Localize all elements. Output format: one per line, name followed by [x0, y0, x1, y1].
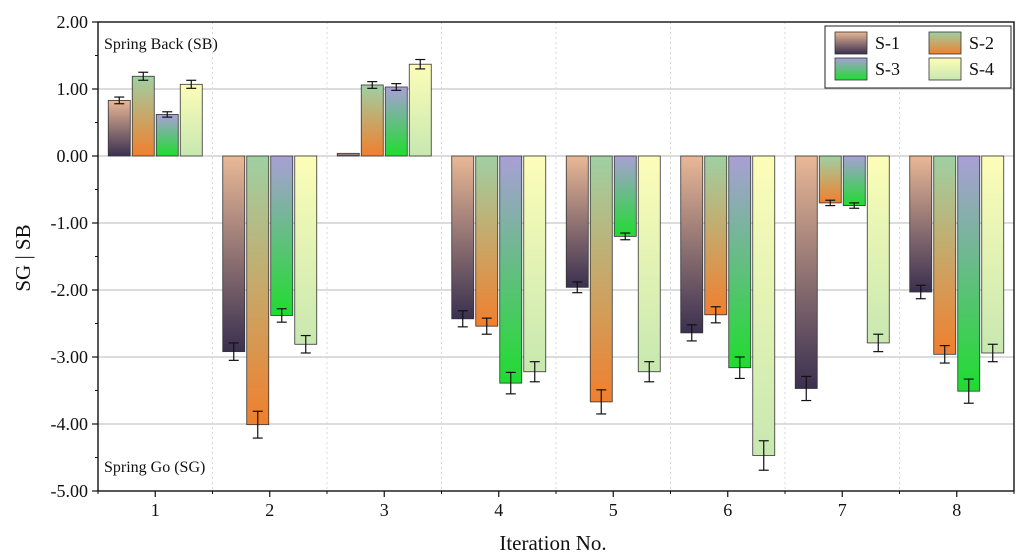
y-tick-label: 2.00: [57, 12, 89, 32]
bar-S-3-8: [957, 155, 981, 392]
y-axis-title: SG | SB: [11, 224, 35, 291]
y-tick-label: -5.00: [51, 481, 89, 501]
y-tick-label: -4.00: [51, 414, 89, 434]
legend-swatch-S-2: [928, 31, 962, 55]
y-tick-label: -1.00: [51, 213, 89, 233]
error-bar-S-4-5: [644, 361, 655, 383]
error-bar-S-2-1: [138, 71, 149, 81]
error-bar-S-1-6: [686, 324, 697, 342]
legend-swatch-S-4: [928, 57, 962, 81]
error-bar-S-2-6: [710, 306, 721, 324]
error-bar-S-2-4: [481, 317, 492, 335]
axes: 2.00 1.00 0.00 -1.00 -2.00 -3.00 -4.00 -5.00 1 2 3…: [51, 12, 1015, 520]
error-bar-S-2-2: [252, 410, 263, 439]
bars: [107, 58, 1005, 471]
error-bar-S-1-1: [114, 96, 125, 105]
error-bar-S-2-3: [367, 81, 378, 89]
annotation-top: Spring Back (SB): [104, 36, 218, 53]
bar-S-4-1: [179, 83, 203, 157]
bar-S-4-3: [408, 63, 432, 157]
y-tick-label: -2.00: [51, 280, 89, 300]
x-tick-label: 5: [609, 500, 618, 520]
error-bar-S-4-2: [300, 334, 311, 354]
error-bar-S-3-4: [505, 371, 516, 395]
bar-S-2-2: [246, 155, 270, 426]
error-bar-S-3-5: [620, 232, 631, 241]
bar-S-4-5: [637, 155, 661, 373]
y-tick-label: 1.00: [57, 79, 89, 99]
bar-S-3-2: [270, 155, 294, 316]
error-bar-S-1-2: [228, 342, 239, 361]
bar-S-2-8: [933, 155, 957, 355]
bar-S-4-4: [523, 155, 547, 373]
bar-S-1-5: [565, 155, 589, 288]
legend-label-S-2: S-2: [969, 33, 994, 53]
bar-S-2-5: [589, 155, 613, 403]
bar-S-4-8: [981, 155, 1005, 354]
x-tick-label: 6: [723, 500, 732, 520]
error-bar-S-1-8: [915, 284, 926, 300]
error-bar-S-2-7: [825, 199, 836, 207]
error-bar-S-4-3: [415, 58, 426, 70]
x-tick-label: 2: [265, 500, 274, 520]
error-bar-S-3-3: [391, 83, 402, 91]
x-tick-label: 8: [952, 500, 961, 520]
error-bar-S-4-8: [987, 343, 998, 363]
legend-swatch-S-1: [834, 31, 868, 55]
bar-S-2-6: [704, 155, 728, 316]
bar-S-1-7: [794, 155, 818, 389]
error-bar-S-4-6: [758, 440, 769, 471]
legend: S-1 S-2 S-3 S-4: [824, 25, 1012, 89]
x-tick-label: 4: [494, 500, 503, 520]
bar-S-3-5: [613, 155, 637, 237]
legend-label-S-1: S-1: [875, 33, 900, 53]
bar-S-4-6: [752, 155, 776, 456]
bar-S-3-1: [155, 114, 179, 157]
bar-S-3-6: [728, 155, 752, 369]
bar-S-3-3: [384, 86, 408, 157]
bar-S-2-7: [818, 155, 842, 204]
bar-S-1-2: [222, 155, 246, 353]
annotation-bottom: Spring Go (SG): [104, 459, 205, 476]
error-bar-S-3-8: [963, 378, 974, 404]
x-tick-label: 1: [151, 500, 160, 520]
bar-S-2-4: [475, 155, 499, 327]
bar-S-1-8: [909, 155, 933, 293]
bar-S-1-3: [336, 152, 360, 157]
error-bar-S-3-1: [162, 111, 173, 118]
x-tick-label: 3: [380, 500, 389, 520]
error-bar-S-1-5: [572, 281, 583, 294]
legend-label-S-4: S-4: [969, 59, 994, 79]
error-bar-S-4-7: [873, 333, 884, 353]
error-bar-S-1-4: [457, 310, 468, 328]
x-tick-label: 7: [838, 500, 847, 520]
error-bar-S-4-4: [529, 361, 540, 383]
bar-S-1-6: [680, 155, 704, 334]
y-tick-label: 0.00: [57, 146, 89, 166]
bar-S-3-4: [499, 155, 523, 384]
error-bar-S-4-1: [186, 79, 197, 89]
bar-S-1-4: [451, 155, 475, 320]
bar-S-4-2: [294, 155, 318, 345]
y-tick-label: -3.00: [51, 347, 89, 367]
error-bar-S-2-5: [596, 389, 607, 415]
bar-S-4-7: [866, 155, 890, 344]
error-bar-S-2-8: [939, 345, 950, 364]
bar-S-1-1: [107, 99, 131, 157]
error-bar-S-3-6: [734, 356, 745, 380]
error-bar-S-3-7: [849, 202, 860, 209]
x-axis-title: Iteration No.: [499, 531, 606, 555]
bar-S-2-3: [360, 84, 384, 157]
bar-S-3-7: [842, 155, 866, 206]
error-bar-S-3-2: [276, 308, 287, 323]
error-bar-S-1-7: [801, 375, 812, 402]
legend-label-S-3: S-3: [875, 59, 900, 79]
legend-swatch-S-3: [834, 57, 868, 81]
bar-S-2-1: [131, 75, 155, 157]
